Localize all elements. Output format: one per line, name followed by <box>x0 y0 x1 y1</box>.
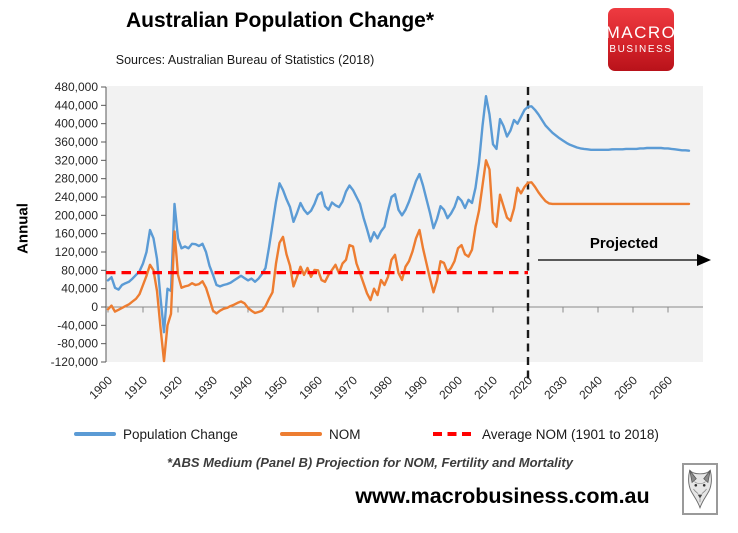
legend-item-nom: NOM <box>280 426 361 442</box>
y-tick-label: -80,000 <box>57 337 98 351</box>
x-tick-label: 2040 <box>576 373 605 402</box>
y-tick-label: 120,000 <box>55 245 99 259</box>
projected-label: Projected <box>590 235 658 252</box>
population-change-line-swatch-icon <box>74 432 116 436</box>
x-tick-label: 1920 <box>156 373 185 402</box>
x-tick-label: 1950 <box>261 373 290 402</box>
y-tick-label: 280,000 <box>55 172 99 186</box>
wolf-logo-box <box>682 463 718 515</box>
page-title: Australian Population Change* <box>125 9 435 32</box>
x-tick-label: 1910 <box>121 373 150 402</box>
y-tick-label: 40,000 <box>61 282 98 296</box>
plot-area-background <box>106 86 703 362</box>
y-tick-label: 80,000 <box>61 263 98 277</box>
x-tick-label: 1980 <box>366 373 395 402</box>
x-tick-label: 1970 <box>331 373 360 402</box>
y-tick-label: 440,000 <box>55 98 99 112</box>
logo-text-macro: MACRO <box>605 23 677 42</box>
x-tick-label: 2020 <box>506 373 535 402</box>
x-tick-label: 2030 <box>541 373 570 402</box>
projected-arrow-head-icon <box>697 254 711 266</box>
x-tick-label: 2000 <box>436 373 465 402</box>
x-tick-label: 1990 <box>401 373 430 402</box>
legend-item-average-nom: Average NOM (1901 to 2018) <box>433 426 659 442</box>
x-tick-label: 1900 <box>86 373 115 402</box>
x-tick-label: 2050 <box>611 373 640 402</box>
legend-label: Average NOM (1901 to 2018) <box>482 426 659 442</box>
logo-text-business: BUSINESS <box>609 44 673 55</box>
chart-footnote: *ABS Medium (Panel B) Projection for NOM… <box>167 455 573 470</box>
x-tick-label: 2010 <box>471 373 500 402</box>
legend-label: NOM <box>329 426 361 442</box>
average-nom-dashed-swatch-icon <box>433 432 475 436</box>
nom-line-swatch-icon <box>280 432 322 436</box>
nom-line <box>106 159 691 363</box>
y-tick-label: 480,000 <box>55 80 99 94</box>
y-tick-label: 200,000 <box>55 208 99 222</box>
y-tick-label: 240,000 <box>55 190 99 204</box>
y-tick-label: 160,000 <box>55 227 99 241</box>
y-tick-label: 360,000 <box>55 135 99 149</box>
x-tick-label: 1930 <box>191 373 220 402</box>
legend-item-population-change: Population Change <box>74 426 238 442</box>
population-change-line <box>106 94 691 334</box>
y-tick-label: -40,000 <box>57 318 98 332</box>
projected-annotation: Projected <box>538 235 711 266</box>
y-tick-label: -120,000 <box>51 355 99 369</box>
x-tick-label: 1940 <box>226 373 255 402</box>
x-tick-label: 2060 <box>646 373 675 402</box>
chart-source-subtitle: Sources: Australian Bureau of Statistics… <box>115 53 375 67</box>
y-tick-label: 0 <box>91 300 98 314</box>
y-tick-label: 400,000 <box>55 117 99 131</box>
website-url: www.macrobusiness.com.au <box>355 484 650 508</box>
chart-generated-layer: 480,000 440,000 400,000 360,000 320,000 280,0… <box>51 80 703 402</box>
x-tick-label: 1960 <box>296 373 325 402</box>
wolf-head-icon <box>688 469 712 510</box>
macrobusiness-logo: MACRO BUSINESS <box>605 8 677 71</box>
y-tick-label: 320,000 <box>55 153 99 167</box>
legend-label: Population Change <box>123 426 238 442</box>
